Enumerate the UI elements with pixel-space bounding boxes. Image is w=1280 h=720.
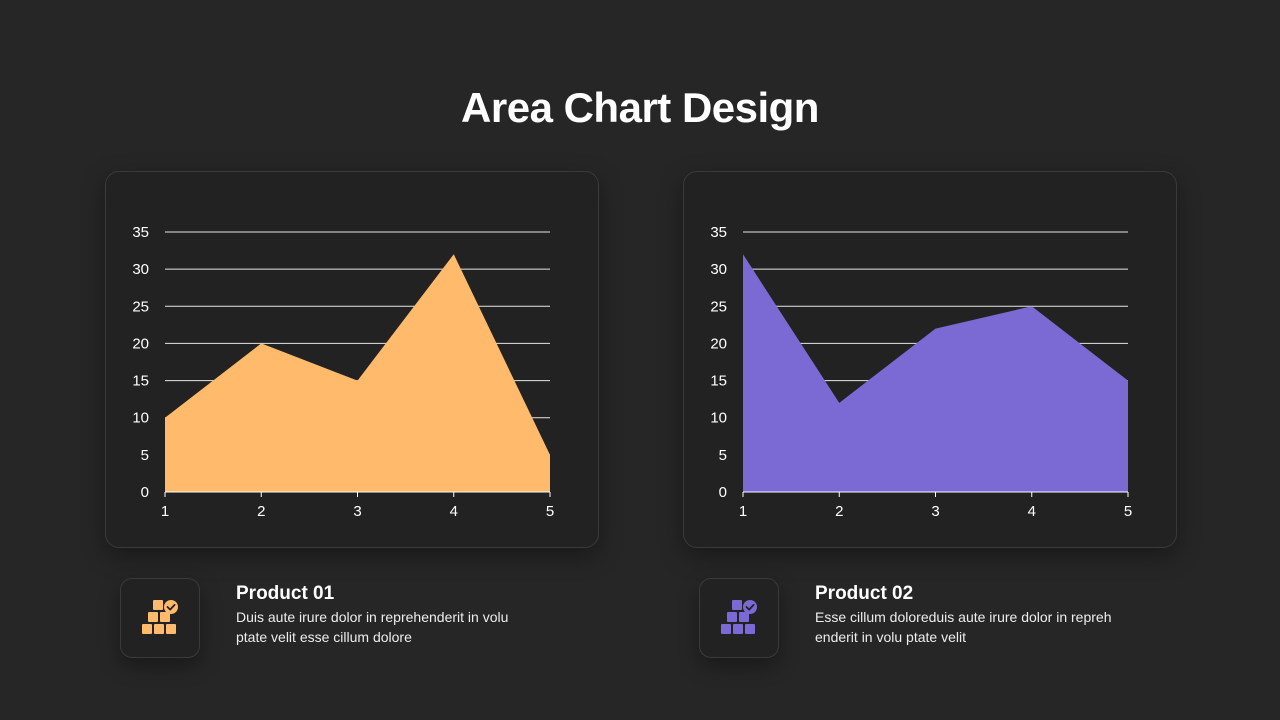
x-tick-label: 5 [1124, 503, 1132, 520]
y-tick-label: 15 [710, 373, 727, 390]
product-1-description: Duis aute irure dolor in reprehenderit i… [236, 609, 509, 645]
x-tick-label: 3 [931, 503, 939, 520]
product-2-icon-box [699, 578, 779, 658]
chart-card-1: 0 5 10 15 20 25 30 35 1 2 3 4 5 [105, 171, 599, 548]
y-tick-label: 20 [710, 335, 727, 352]
x-tick-label: 3 [353, 503, 361, 520]
boxes-check-icon [721, 600, 757, 634]
product-2-title: Product 02 [815, 583, 914, 604]
product-1-title: Product 01 [236, 583, 335, 604]
x-tick-label: 2 [257, 503, 265, 520]
y-tick-label: 5 [141, 447, 149, 464]
y-tick-label: 25 [710, 298, 727, 315]
y-tick-label: 30 [132, 261, 149, 278]
y-tick-label: 25 [132, 298, 149, 315]
page-title: Area Chart Design [461, 84, 819, 131]
y-tick-label: 35 [710, 224, 727, 241]
y-tick-label: 35 [132, 224, 149, 241]
y-tick-label: 5 [719, 447, 727, 464]
area-series [165, 254, 550, 492]
area-series [743, 254, 1128, 492]
chart-card-2: 0 5 10 15 20 25 30 35 1 2 3 4 5 [683, 171, 1177, 548]
y-tick-label: 30 [710, 261, 727, 278]
product-2-description: Esse cillum doloreduis aute irure dolor … [815, 609, 1112, 645]
x-tick-label: 4 [450, 503, 458, 520]
y-tick-label: 10 [710, 410, 727, 427]
boxes-check-icon [142, 600, 178, 634]
x-tick-label: 1 [739, 503, 747, 520]
product-1-icon-box [120, 578, 200, 658]
y-tick-label: 0 [719, 484, 727, 501]
y-tick-label: 20 [132, 335, 149, 352]
x-tick-label: 4 [1028, 503, 1036, 520]
x-tick-label: 2 [835, 503, 843, 520]
x-tick-label: 1 [161, 503, 169, 520]
y-tick-label: 15 [132, 373, 149, 390]
area-chart-2: 0 5 10 15 20 25 30 35 1 2 3 4 5 [710, 224, 1132, 520]
area-chart-1: 0 5 10 15 20 25 30 35 1 2 3 4 5 [132, 224, 554, 520]
y-tick-label: 10 [132, 410, 149, 427]
x-tick-label: 5 [546, 503, 554, 520]
y-tick-label: 0 [141, 484, 149, 501]
